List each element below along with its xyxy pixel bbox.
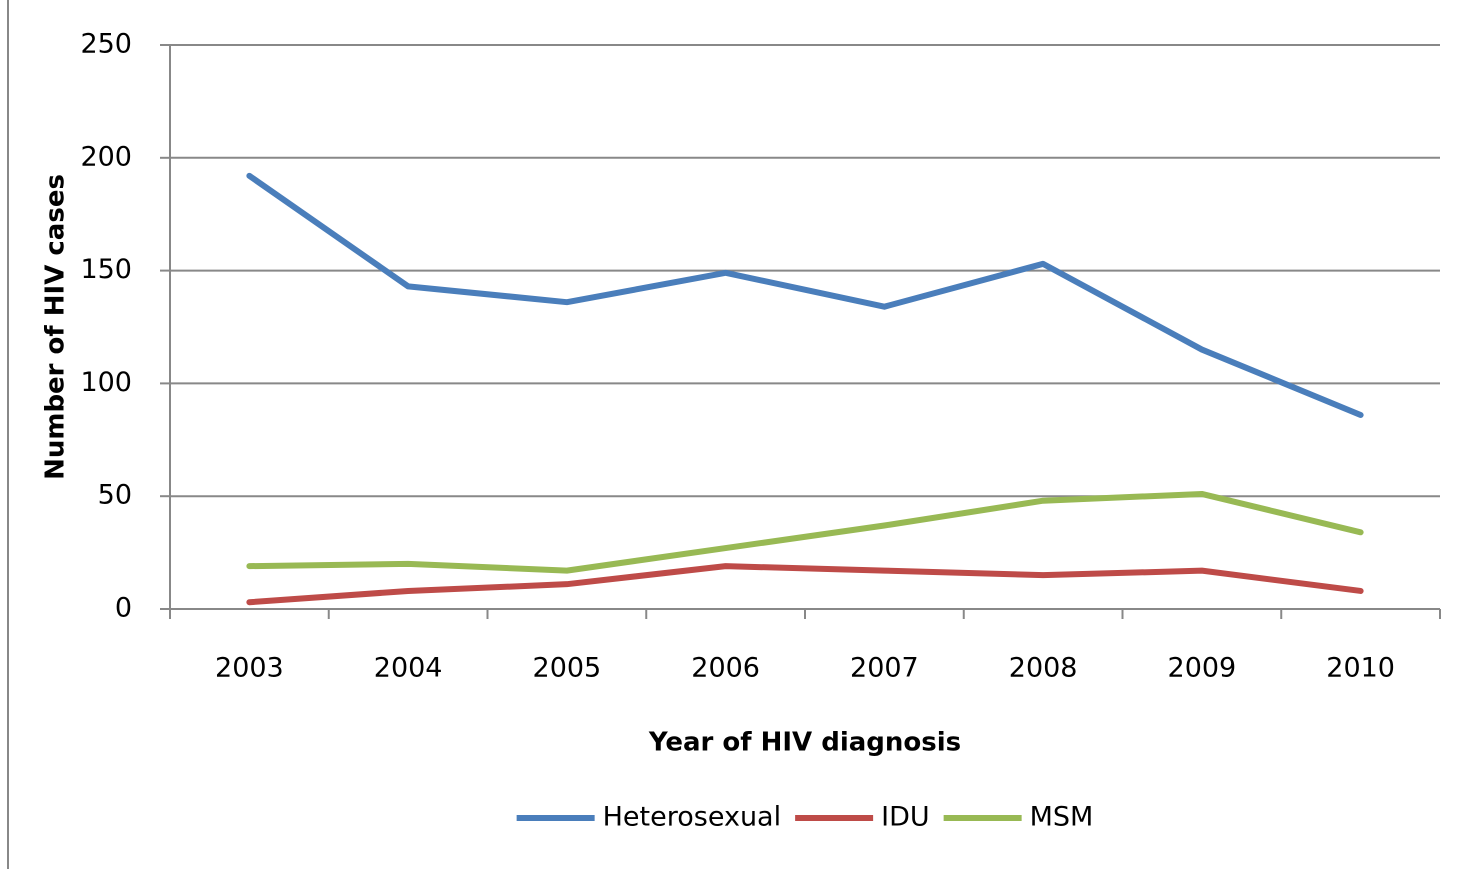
legend-label: MSM — [1030, 802, 1094, 833]
y-tick-label: 100 — [80, 367, 132, 398]
y-tick-label: 250 — [80, 29, 132, 60]
y-tick-label: 200 — [80, 141, 132, 172]
y-tick-label: 0 — [115, 593, 132, 624]
series-line — [246, 172, 1364, 418]
y-axis-label: Number of HIV cases — [41, 174, 71, 480]
x-tick-label: 2003 — [215, 653, 284, 684]
x-tick-label: 2010 — [1326, 653, 1395, 684]
legend-label: IDU — [881, 802, 930, 833]
x-tick-label: 2007 — [850, 653, 919, 684]
x-axis-label: Year of HIV diagnosis — [648, 728, 961, 758]
x-tick-label: 2009 — [1168, 653, 1237, 684]
series-line — [246, 563, 1364, 606]
series-line — [246, 490, 1364, 574]
y-tick-label: 50 — [98, 480, 132, 511]
legend-label: Heterosexual — [603, 802, 781, 833]
x-tick-label: 2006 — [691, 653, 760, 684]
y-tick-label: 150 — [80, 254, 132, 285]
x-tick-label: 2005 — [533, 653, 602, 684]
x-tick-label: 2004 — [374, 653, 443, 684]
x-tick-label: 2008 — [1009, 653, 1078, 684]
